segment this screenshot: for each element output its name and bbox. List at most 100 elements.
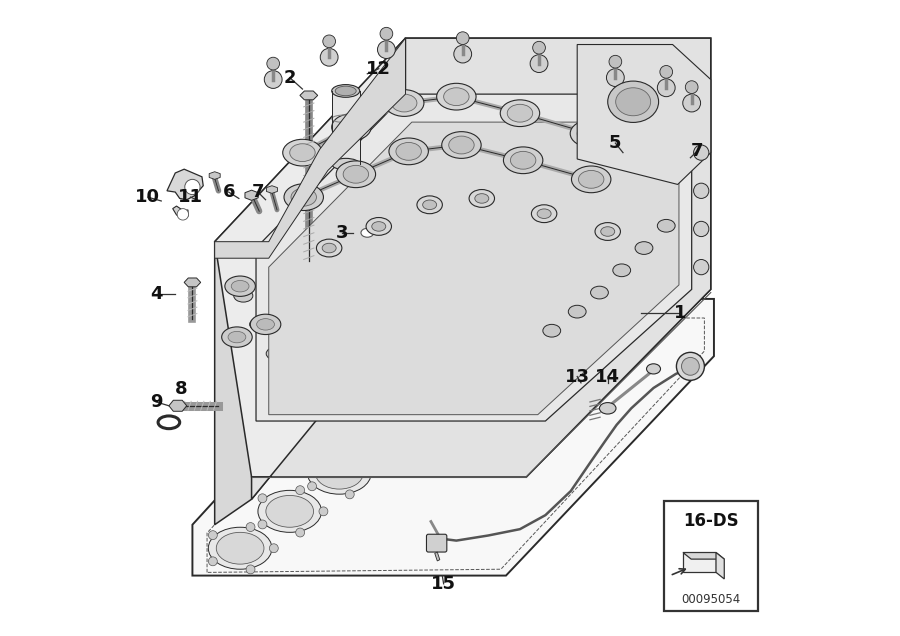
Ellipse shape [316,457,364,489]
Circle shape [469,352,478,361]
Ellipse shape [361,228,374,237]
Ellipse shape [577,125,603,142]
Ellipse shape [608,81,659,122]
Ellipse shape [392,94,417,112]
Ellipse shape [365,420,413,452]
Circle shape [308,455,317,464]
Circle shape [357,445,366,453]
Circle shape [209,557,217,566]
Circle shape [452,378,461,387]
Circle shape [258,520,267,529]
Circle shape [694,183,709,198]
Polygon shape [683,553,724,559]
Circle shape [265,71,282,88]
Ellipse shape [355,224,380,242]
Polygon shape [252,38,711,499]
Ellipse shape [475,193,489,204]
Polygon shape [215,38,711,477]
Polygon shape [256,94,692,421]
Ellipse shape [449,136,474,154]
Ellipse shape [442,132,482,158]
Ellipse shape [284,184,323,211]
Ellipse shape [469,349,533,391]
Ellipse shape [366,218,392,235]
Ellipse shape [543,324,561,337]
Ellipse shape [436,83,476,110]
Ellipse shape [332,114,371,141]
Circle shape [308,482,317,491]
Circle shape [266,57,280,70]
Ellipse shape [372,222,386,231]
Ellipse shape [568,305,586,318]
Polygon shape [683,553,716,572]
Ellipse shape [234,289,253,302]
Polygon shape [209,172,220,179]
Circle shape [296,528,304,537]
Text: 3: 3 [336,224,348,242]
Ellipse shape [444,88,469,106]
Text: 7: 7 [252,183,265,201]
Circle shape [296,486,304,495]
Ellipse shape [337,161,375,188]
Text: 8: 8 [176,380,188,398]
Circle shape [611,86,622,97]
Text: 15: 15 [431,575,456,593]
Circle shape [246,565,255,574]
Ellipse shape [343,165,369,183]
Ellipse shape [228,331,246,343]
Circle shape [184,179,200,195]
Polygon shape [651,113,662,122]
Ellipse shape [422,387,470,419]
Bar [663,501,758,611]
Ellipse shape [208,527,272,569]
Ellipse shape [317,239,342,257]
Circle shape [414,385,423,394]
Circle shape [323,35,336,48]
Ellipse shape [469,190,494,207]
Text: 6: 6 [222,183,235,201]
Text: 5: 5 [609,134,622,152]
Polygon shape [577,45,711,184]
Ellipse shape [510,151,536,169]
Ellipse shape [231,280,249,292]
Ellipse shape [423,200,436,209]
Polygon shape [167,169,203,200]
Polygon shape [193,299,714,576]
Circle shape [177,209,189,220]
Text: 13: 13 [564,368,590,385]
Ellipse shape [616,88,651,116]
Circle shape [395,452,404,461]
FancyBboxPatch shape [427,534,446,552]
Circle shape [269,544,278,553]
Ellipse shape [351,388,371,401]
Polygon shape [173,206,188,219]
FancyBboxPatch shape [332,91,360,164]
Circle shape [530,366,539,375]
Circle shape [377,41,395,59]
Polygon shape [716,553,725,579]
Circle shape [209,530,217,539]
Circle shape [607,69,625,86]
Ellipse shape [646,364,661,374]
Circle shape [475,399,483,408]
Circle shape [346,448,355,457]
Circle shape [456,32,469,45]
Circle shape [628,102,638,112]
Ellipse shape [266,495,313,527]
Circle shape [683,94,700,112]
Polygon shape [435,552,440,561]
Ellipse shape [308,452,371,494]
Text: 14: 14 [595,368,620,385]
Ellipse shape [332,85,360,97]
Ellipse shape [613,264,631,277]
Circle shape [414,412,423,421]
Text: 12: 12 [366,60,392,78]
Polygon shape [215,38,406,525]
Ellipse shape [537,209,551,218]
Circle shape [380,27,392,40]
Circle shape [258,494,267,502]
Circle shape [452,420,461,429]
Text: 11: 11 [178,188,203,206]
Polygon shape [215,38,406,258]
Ellipse shape [266,347,285,360]
